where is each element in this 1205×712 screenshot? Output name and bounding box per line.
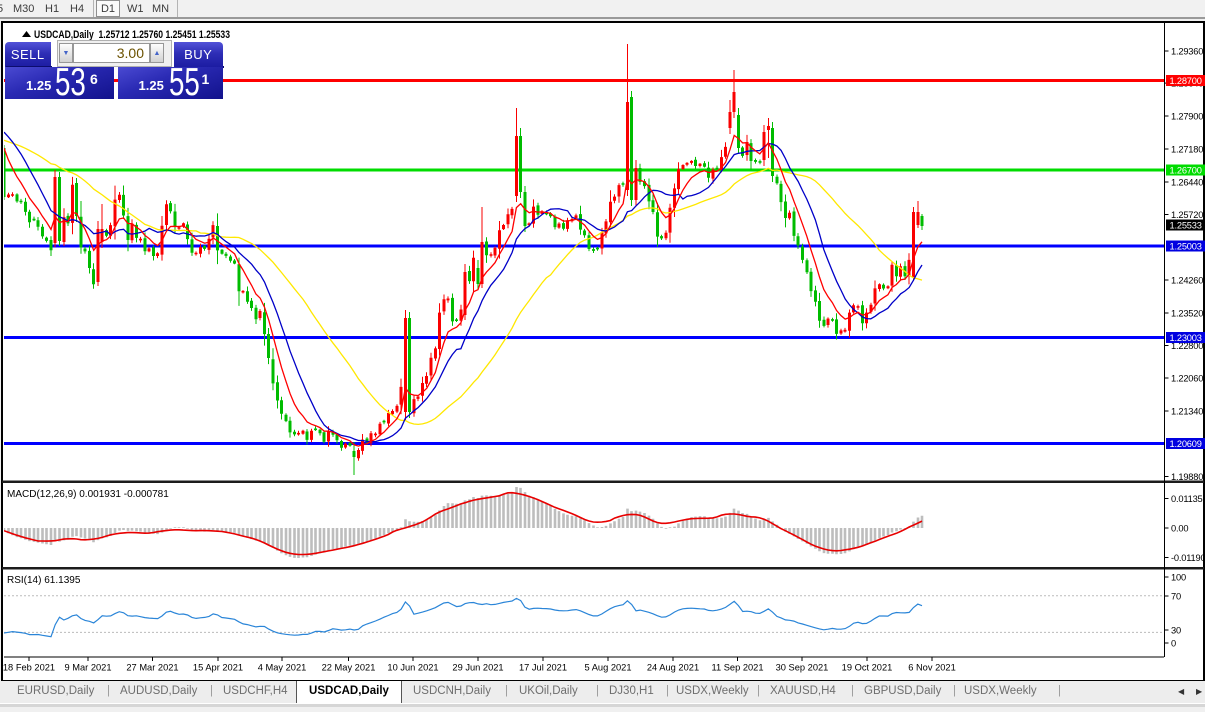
- svg-text:1.29360: 1.29360: [1171, 46, 1203, 56]
- svg-text:18 Feb 2021: 18 Feb 2021: [3, 663, 55, 673]
- svg-text:29 Jun 2021: 29 Jun 2021: [452, 663, 503, 673]
- svg-text:1.27900: 1.27900: [1171, 111, 1203, 121]
- svg-text:10 Jun 2021: 10 Jun 2021: [387, 663, 438, 673]
- svg-text:15 Apr 2021: 15 Apr 2021: [193, 663, 243, 673]
- svg-text:1.19880: 1.19880: [1171, 472, 1203, 482]
- svg-text:USDCAD,Daily 1.25712 1.25760: USDCAD,Daily 1.25712 1.25760 1.25451 1.2…: [34, 29, 230, 41]
- svg-text:1.26700: 1.26700: [1170, 165, 1202, 175]
- svg-text:17 Jul 2021: 17 Jul 2021: [519, 663, 567, 673]
- svg-text:22 May 2021: 22 May 2021: [322, 663, 376, 673]
- svg-text:0: 0: [1171, 638, 1176, 648]
- svg-text:0.01135: 0.01135: [1171, 494, 1203, 504]
- svg-text:27 Mar 2021: 27 Mar 2021: [126, 663, 178, 673]
- svg-text:-0.01190: -0.01190: [1171, 553, 1205, 563]
- svg-text:9 Mar 2021: 9 Mar 2021: [64, 663, 111, 673]
- svg-text:5 Aug 2021: 5 Aug 2021: [584, 663, 631, 673]
- svg-text:70: 70: [1171, 591, 1181, 601]
- svg-text:100: 100: [1171, 572, 1186, 582]
- svg-text:11 Sep 2021: 11 Sep 2021: [711, 663, 763, 673]
- svg-text:1.25003: 1.25003: [1170, 241, 1202, 251]
- svg-text:1.22060: 1.22060: [1171, 373, 1203, 383]
- svg-text:30 Sep 2021: 30 Sep 2021: [776, 663, 829, 673]
- svg-text:1.27180: 1.27180: [1171, 144, 1203, 154]
- svg-text:1.24260: 1.24260: [1171, 275, 1203, 285]
- svg-text:19 Oct 2021: 19 Oct 2021: [842, 663, 893, 673]
- svg-text:1.28700: 1.28700: [1170, 76, 1202, 86]
- svg-text:24 Aug 2021: 24 Aug 2021: [647, 663, 699, 673]
- svg-text:1.23003: 1.23003: [1170, 333, 1202, 343]
- svg-text:RSI(14) 61.1395: RSI(14) 61.1395: [7, 575, 81, 586]
- svg-text:1.25720: 1.25720: [1171, 210, 1203, 220]
- svg-text:1.21340: 1.21340: [1171, 406, 1203, 416]
- svg-text:1.26440: 1.26440: [1171, 177, 1203, 187]
- svg-text:1.22800: 1.22800: [1171, 341, 1203, 351]
- svg-text:MACD(12,26,9) 0.001931 -0.0007: MACD(12,26,9) 0.001931 -0.000781: [7, 489, 169, 500]
- svg-text:1.25533: 1.25533: [1170, 220, 1202, 230]
- svg-text:1.20609: 1.20609: [1170, 439, 1202, 449]
- svg-text:1.23520: 1.23520: [1171, 308, 1203, 318]
- svg-text:30: 30: [1171, 625, 1181, 635]
- svg-text:4 May 2021: 4 May 2021: [258, 663, 307, 673]
- svg-text:6 Nov 2021: 6 Nov 2021: [908, 663, 956, 673]
- svg-text:0.00: 0.00: [1171, 523, 1188, 533]
